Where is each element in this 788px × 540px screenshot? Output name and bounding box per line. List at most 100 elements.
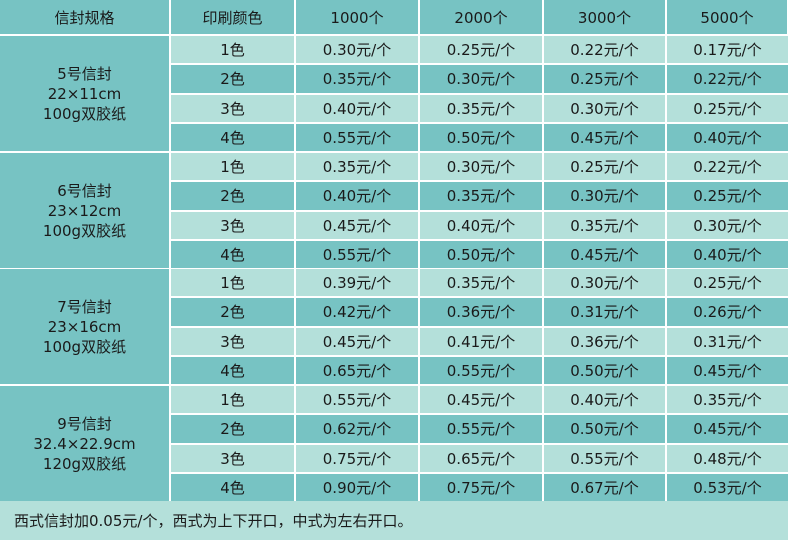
price-cell: 0.65元/个 xyxy=(420,444,542,472)
price-cell: 0.30元/个 xyxy=(420,65,542,93)
column-header: 信封规格 xyxy=(0,0,169,34)
envelope-spec-cell: 9号信封 32.4×22.9cm 120g双胶纸 xyxy=(0,386,169,501)
envelope-spec-line: 100g双胶纸 xyxy=(42,104,127,123)
price-cell: 0.30元/个 xyxy=(667,211,788,239)
price-cell: 0.40元/个 xyxy=(544,386,665,414)
envelope-spec-line: 7号信封 xyxy=(57,297,112,316)
price-cell: 0.55元/个 xyxy=(296,386,418,414)
price-cell: 0.35元/个 xyxy=(296,65,418,93)
envelope-spec-cell: 6号信封 23×12cm 100g双胶纸 xyxy=(0,153,169,268)
price-cell: 0.65元/个 xyxy=(296,356,418,384)
price-cell: 0.42元/个 xyxy=(296,298,418,326)
price-cell: 0.25元/个 xyxy=(544,153,665,181)
table-note: 西式信封加0.05元/个，西式为上下开口，中式为左右开口。 xyxy=(0,501,788,540)
price-cell: 0.55元/个 xyxy=(296,240,418,268)
price-cell: 0.25元/个 xyxy=(667,94,788,122)
price-cell: 0.75元/个 xyxy=(420,473,542,501)
price-cell: 0.26元/个 xyxy=(667,298,788,326)
price-cell: 0.55元/个 xyxy=(420,415,542,443)
price-cell: 0.25元/个 xyxy=(420,36,542,64)
price-cell: 0.22元/个 xyxy=(667,65,788,93)
envelope-spec-cell: 5号信封 22×11cm 100g双胶纸 xyxy=(0,36,169,151)
print-color-cell: 4色 xyxy=(171,123,294,151)
print-color-cell: 2色 xyxy=(171,298,294,326)
envelope-spec-line: 32.4×22.9cm xyxy=(33,434,136,453)
price-cell: 0.35元/个 xyxy=(420,269,542,297)
envelope-spec-line: 5号信封 xyxy=(57,64,112,83)
envelope-spec-line: 120g双胶纸 xyxy=(42,454,127,473)
envelope-spec-line: 22×11cm xyxy=(47,84,122,103)
price-cell: 0.31元/个 xyxy=(544,298,665,326)
price-cell: 0.45元/个 xyxy=(544,123,665,151)
print-color-cell: 2色 xyxy=(171,415,294,443)
price-cell: 0.50元/个 xyxy=(420,240,542,268)
price-cell: 0.35元/个 xyxy=(296,153,418,181)
price-cell: 0.45元/个 xyxy=(420,386,542,414)
column-header: 5000个 xyxy=(667,0,787,34)
print-color-cell: 1色 xyxy=(171,36,294,64)
column-header: 3000个 xyxy=(544,0,665,34)
price-cell: 0.22元/个 xyxy=(544,36,665,64)
price-cell: 0.40元/个 xyxy=(296,94,418,122)
column-header: 印刷颜色 xyxy=(171,0,294,34)
column-header: 1000个 xyxy=(296,0,418,34)
print-color-cell: 3色 xyxy=(171,94,294,122)
price-cell: 0.30元/个 xyxy=(296,36,418,64)
price-cell: 0.30元/个 xyxy=(544,269,665,297)
print-color-cell: 3色 xyxy=(171,211,294,239)
price-cell: 0.40元/个 xyxy=(667,123,788,151)
price-cell: 0.35元/个 xyxy=(544,211,665,239)
price-cell: 0.62元/个 xyxy=(296,415,418,443)
price-cell: 0.45元/个 xyxy=(667,415,788,443)
print-color-cell: 4色 xyxy=(171,356,294,384)
price-cell: 0.30元/个 xyxy=(420,153,542,181)
price-cell: 0.90元/个 xyxy=(296,473,418,501)
price-cell: 0.36元/个 xyxy=(420,298,542,326)
price-cell: 0.31元/个 xyxy=(667,327,788,355)
price-cell: 0.30元/个 xyxy=(544,182,665,210)
envelope-spec-line: 100g双胶纸 xyxy=(42,337,127,356)
price-cell: 0.67元/个 xyxy=(544,473,665,501)
print-color-cell: 1色 xyxy=(171,153,294,181)
price-cell: 0.40元/个 xyxy=(420,211,542,239)
price-cell: 0.40元/个 xyxy=(667,240,788,268)
envelope-spec-line: 9号信封 xyxy=(57,414,112,433)
price-cell: 0.36元/个 xyxy=(544,327,665,355)
price-cell: 0.55元/个 xyxy=(296,123,418,151)
price-cell: 0.41元/个 xyxy=(420,327,542,355)
price-cell: 0.35元/个 xyxy=(420,182,542,210)
price-cell: 0.50元/个 xyxy=(544,415,665,443)
price-cell: 0.45元/个 xyxy=(296,327,418,355)
price-cell: 0.50元/个 xyxy=(420,123,542,151)
price-cell: 0.30元/个 xyxy=(544,94,665,122)
price-cell: 0.25元/个 xyxy=(667,269,788,297)
print-color-cell: 4色 xyxy=(171,240,294,268)
price-cell: 0.45元/个 xyxy=(296,211,418,239)
price-cell: 0.22元/个 xyxy=(667,153,788,181)
price-cell: 0.55元/个 xyxy=(544,444,665,472)
envelope-spec-line: 100g双胶纸 xyxy=(42,221,127,240)
price-cell: 0.55元/个 xyxy=(420,356,542,384)
price-cell: 0.35元/个 xyxy=(420,94,542,122)
price-cell: 0.17元/个 xyxy=(667,36,788,64)
price-cell: 0.45元/个 xyxy=(667,356,788,384)
column-header: 2000个 xyxy=(420,0,542,34)
print-color-cell: 3色 xyxy=(171,327,294,355)
price-cell: 0.25元/个 xyxy=(544,65,665,93)
price-cell: 0.39元/个 xyxy=(296,269,418,297)
print-color-cell: 1色 xyxy=(171,386,294,414)
price-cell: 0.53元/个 xyxy=(667,473,788,501)
price-cell: 0.50元/个 xyxy=(544,356,665,384)
envelope-spec-cell: 7号信封 23×16cm 100g双胶纸 xyxy=(0,269,169,384)
envelope-spec-line: 23×16cm xyxy=(47,317,122,336)
print-color-cell: 2色 xyxy=(171,65,294,93)
print-color-cell: 2色 xyxy=(171,182,294,210)
price-cell: 0.40元/个 xyxy=(296,182,418,210)
print-color-cell: 3色 xyxy=(171,444,294,472)
envelope-spec-line: 6号信封 xyxy=(57,181,112,200)
print-color-cell: 1色 xyxy=(171,269,294,297)
price-cell: 0.25元/个 xyxy=(667,182,788,210)
price-cell: 0.48元/个 xyxy=(667,444,788,472)
print-color-cell: 4色 xyxy=(171,473,294,501)
